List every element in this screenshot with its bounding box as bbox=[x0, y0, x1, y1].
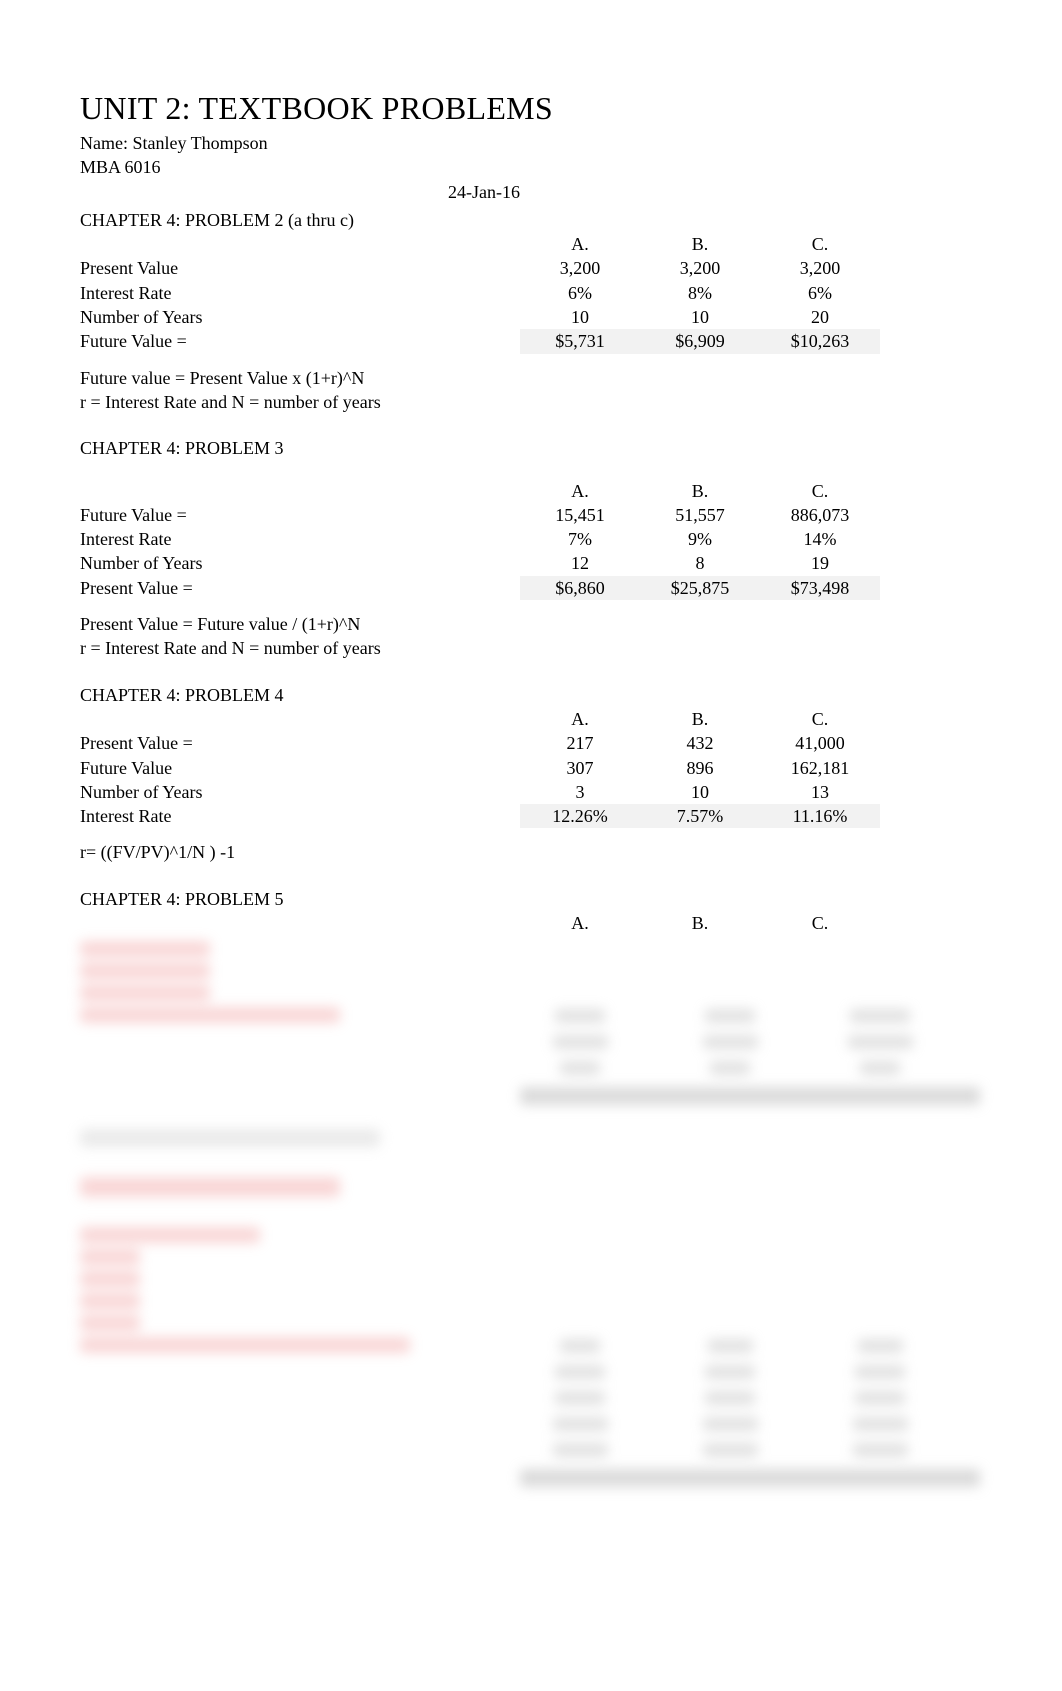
blurred-content bbox=[80, 935, 982, 1105]
table-header-row: A. B. C. bbox=[80, 479, 982, 503]
p4-heading: CHAPTER 4: PROBLEM 4 bbox=[80, 683, 982, 707]
table-row: Future Value 307 896 162,181 bbox=[80, 756, 982, 780]
cell-result: 7.57% bbox=[640, 804, 760, 828]
cell-result: $73,498 bbox=[760, 576, 880, 600]
p4-table: A. B. C. Present Value = 217 432 41,000 … bbox=[80, 707, 982, 828]
row-label: Future Value = bbox=[80, 329, 520, 353]
p3-table: A. B. C. Future Value = 15,451 51,557 88… bbox=[80, 479, 982, 600]
table-row-result: Interest Rate 12.26% 7.57% 11.16% bbox=[80, 804, 982, 828]
row-label: Number of Years bbox=[80, 551, 520, 575]
cell-result: $5,731 bbox=[520, 329, 640, 353]
table-row: Present Value = 217 432 41,000 bbox=[80, 731, 982, 755]
row-label: Number of Years bbox=[80, 305, 520, 329]
table-row: Number of Years 3 10 13 bbox=[80, 780, 982, 804]
col-b-header: B. bbox=[640, 232, 760, 256]
date-row: 24-Jan-16 bbox=[80, 180, 982, 204]
page: UNIT 2: TEXTBOOK PROBLEMS Name: Stanley … bbox=[0, 0, 1062, 1691]
cell: 896 bbox=[640, 756, 760, 780]
p5-table: A. B. C. bbox=[80, 911, 982, 935]
table-row-result: Future Value = $5,731 $6,909 $10,263 bbox=[80, 329, 982, 353]
cell-result: $6,909 bbox=[640, 329, 760, 353]
cell: 162,181 bbox=[760, 756, 880, 780]
col-c-header: C. bbox=[760, 707, 880, 731]
cell: 886,073 bbox=[760, 503, 880, 527]
cell: 10 bbox=[640, 780, 760, 804]
table-header-row: A. B. C. bbox=[80, 232, 982, 256]
cell: 15,451 bbox=[520, 503, 640, 527]
blurred-content bbox=[80, 1221, 982, 1487]
row-label: Interest Rate bbox=[80, 281, 520, 305]
cell-result: $6,860 bbox=[520, 576, 640, 600]
p2-table: A. B. C. Present Value 3,200 3,200 3,200… bbox=[80, 232, 982, 353]
table-row: Interest Rate 6% 8% 6% bbox=[80, 281, 982, 305]
p2-formula-2: r = Interest Rate and N = number of year… bbox=[80, 390, 982, 414]
table-row-result: Present Value = $6,860 $25,875 $73,498 bbox=[80, 576, 982, 600]
table-row: Present Value 3,200 3,200 3,200 bbox=[80, 256, 982, 280]
cell-result: 11.16% bbox=[760, 804, 880, 828]
table-row: Number of Years 10 10 20 bbox=[80, 305, 982, 329]
p4-formula-1: r= ((FV/PV)^1/N ) -1 bbox=[80, 840, 982, 864]
cell: 20 bbox=[760, 305, 880, 329]
col-a-header: A. bbox=[520, 707, 640, 731]
table-header-row: A. B. C. bbox=[80, 707, 982, 731]
cell: 7% bbox=[520, 527, 640, 551]
row-label: Future Value bbox=[80, 756, 520, 780]
cell: 10 bbox=[520, 305, 640, 329]
cell: 41,000 bbox=[760, 731, 880, 755]
cell: 12 bbox=[520, 551, 640, 575]
cell-result: $10,263 bbox=[760, 329, 880, 353]
col-b-header: B. bbox=[640, 707, 760, 731]
table-row: Interest Rate 7% 9% 14% bbox=[80, 527, 982, 551]
cell: 307 bbox=[520, 756, 640, 780]
col-a-header: A. bbox=[520, 911, 640, 935]
cell: 8 bbox=[640, 551, 760, 575]
row-label: Number of Years bbox=[80, 780, 520, 804]
cell: 6% bbox=[520, 281, 640, 305]
name-line: Name: Stanley Thompson bbox=[80, 131, 982, 155]
cell: 3 bbox=[520, 780, 640, 804]
cell-result: 12.26% bbox=[520, 804, 640, 828]
row-label: Future Value = bbox=[80, 503, 520, 527]
p3-formula-2: r = Interest Rate and N = number of year… bbox=[80, 636, 982, 660]
cell: 432 bbox=[640, 731, 760, 755]
blurred-content bbox=[80, 1129, 982, 1147]
p2-formula-1: Future value = Present Value x (1+r)^N bbox=[80, 366, 982, 390]
cell: 6% bbox=[760, 281, 880, 305]
course-line: MBA 6016 bbox=[80, 155, 982, 179]
cell: 3,200 bbox=[640, 256, 760, 280]
cell: 14% bbox=[760, 527, 880, 551]
col-c-header: C. bbox=[760, 232, 880, 256]
col-a-header: A. bbox=[520, 232, 640, 256]
table-row: Future Value = 15,451 51,557 886,073 bbox=[80, 503, 982, 527]
cell: 8% bbox=[640, 281, 760, 305]
row-label: Present Value bbox=[80, 256, 520, 280]
p5-heading: CHAPTER 4: PROBLEM 5 bbox=[80, 887, 982, 911]
p3-formula-1: Present Value = Future value / (1+r)^N bbox=[80, 612, 982, 636]
cell: 217 bbox=[520, 731, 640, 755]
cell: 9% bbox=[640, 527, 760, 551]
cell-result: $25,875 bbox=[640, 576, 760, 600]
table-row: Number of Years 12 8 19 bbox=[80, 551, 982, 575]
cell: 13 bbox=[760, 780, 880, 804]
cell: 10 bbox=[640, 305, 760, 329]
col-a-header: A. bbox=[520, 479, 640, 503]
p3-heading: CHAPTER 4: PROBLEM 3 bbox=[80, 436, 982, 460]
date-value: 24-Jan-16 bbox=[420, 180, 520, 204]
p2-heading: CHAPTER 4: PROBLEM 2 (a thru c) bbox=[80, 208, 982, 232]
row-label: Interest Rate bbox=[80, 527, 520, 551]
page-title: UNIT 2: TEXTBOOK PROBLEMS bbox=[80, 90, 982, 127]
row-label: Present Value = bbox=[80, 731, 520, 755]
col-c-header: C. bbox=[760, 911, 880, 935]
cell: 51,557 bbox=[640, 503, 760, 527]
blurred-content bbox=[80, 1177, 982, 1197]
cell: 3,200 bbox=[520, 256, 640, 280]
cell: 3,200 bbox=[760, 256, 880, 280]
col-b-header: B. bbox=[640, 911, 760, 935]
table-header-row: A. B. C. bbox=[80, 911, 982, 935]
row-label: Interest Rate bbox=[80, 804, 520, 828]
col-c-header: C. bbox=[760, 479, 880, 503]
col-b-header: B. bbox=[640, 479, 760, 503]
row-label: Present Value = bbox=[80, 576, 520, 600]
cell: 19 bbox=[760, 551, 880, 575]
